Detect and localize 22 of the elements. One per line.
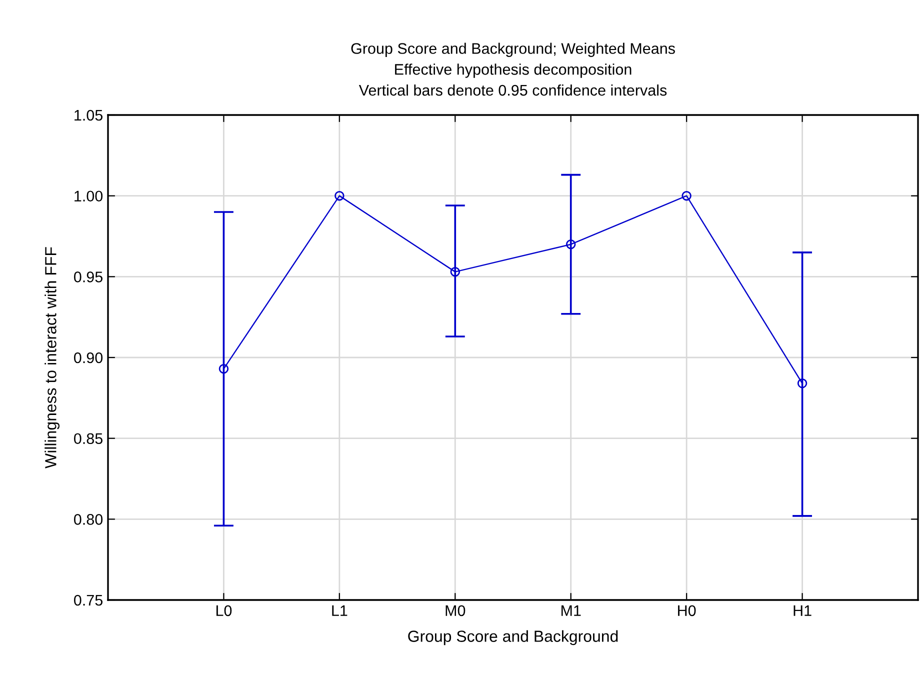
y-tick-label: 1.05 [74,110,102,121]
x-tick-label: M0 [446,605,466,616]
x-tick-label: H1 [794,605,812,616]
y-tick-label: 0.75 [74,594,102,606]
y-tick-label: 0.90 [74,352,103,364]
x-tick-label: L0 [216,605,232,616]
y-tick-label: 0.80 [74,514,103,525]
x-tick-label: L1 [332,605,348,616]
point [450,266,460,277]
point [334,190,344,201]
point [682,190,692,201]
point [218,364,229,374]
chart-title: Group Score and Background; Weighted Means Effective hypothesis decomposition Vertical bars denote 0.95 confidence intervals [351,42,675,96]
y-tick-label: 1.00 [74,190,103,202]
x-axis-title: Group Score and Background [408,630,618,646]
x-tick-label: M1 [562,605,581,616]
point [797,378,808,388]
y-tick-label: 0.85 [74,433,102,444]
y-tick-label: 0.95 [74,272,102,282]
y-axis-title: Willingness to interact with FFF [44,247,60,468]
x-tick-label: H0 [678,605,696,616]
point [566,239,576,250]
